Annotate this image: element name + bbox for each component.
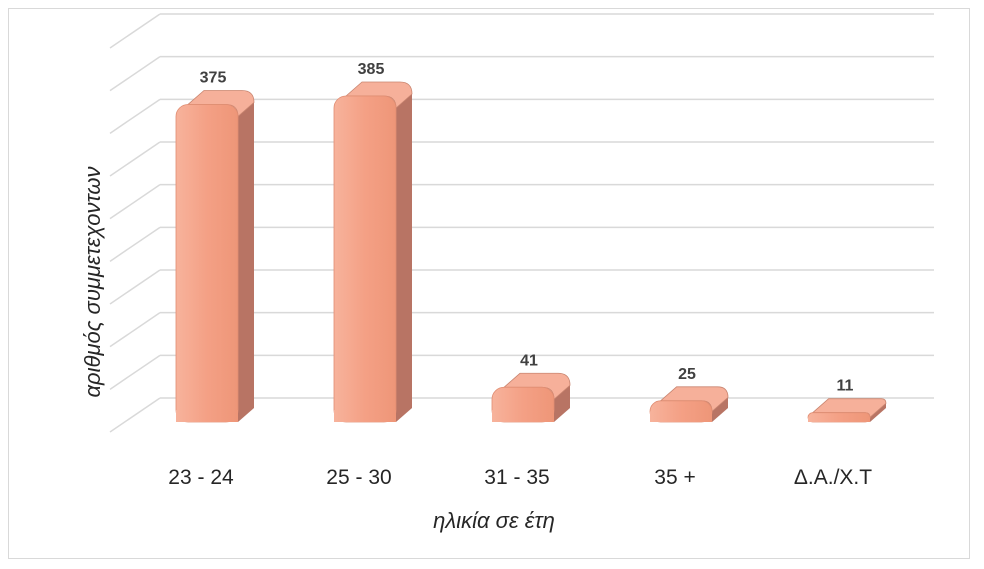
bar-front-base: [334, 410, 396, 422]
data-label: 25: [678, 366, 696, 383]
data-label: 385: [358, 61, 385, 78]
x-tick-labels: 23 - 24 25 - 30 31 - 35 35 + Δ.Α./Χ.Τ: [168, 466, 872, 489]
gridline-diagonal: [109, 184, 161, 220]
x-tick-label: Δ.Α./Χ.Τ: [794, 466, 872, 489]
x-tick-label: 35 +: [654, 466, 695, 489]
y-axis-title: αριθμός συμμετεχοντων: [80, 166, 105, 397]
bar-side: [396, 94, 412, 422]
bar-side: [870, 403, 886, 422]
bar: [333, 81, 413, 423]
bar-side: [712, 397, 728, 422]
gridline-diagonal: [109, 226, 161, 262]
bar: [175, 90, 255, 423]
x-tick-label: 31 - 35: [484, 466, 549, 489]
gridline-diagonal: [109, 397, 161, 433]
gridline-diagonal: [109, 98, 161, 134]
bar-front-base: [808, 417, 870, 422]
bars: [175, 81, 887, 423]
gridline-diagonal: [109, 312, 161, 348]
bar-front-base: [492, 410, 554, 422]
bar: [491, 372, 571, 423]
data-label: 375: [200, 69, 227, 86]
x-tick-label: 23 - 24: [168, 466, 234, 489]
gridline-diagonal: [109, 269, 161, 305]
bar-side: [554, 385, 570, 422]
bar: [807, 398, 887, 423]
bar-front: [175, 104, 239, 423]
data-labels: 375 385 41 25 11: [200, 61, 854, 395]
bar-front-base: [176, 410, 238, 422]
gridline-diagonal: [109, 354, 161, 390]
data-label: 11: [837, 378, 854, 395]
bar-front: [333, 95, 397, 423]
x-tick-label: 25 - 30: [326, 466, 391, 489]
gridline-diagonal: [109, 56, 161, 92]
gridline-diagonal: [109, 13, 161, 49]
gridline-diagonal: [109, 141, 161, 177]
bar-side: [238, 102, 254, 422]
bar-front-base: [650, 411, 712, 422]
x-axis-title: ηλικία σε έτη: [433, 508, 555, 533]
bar: [649, 386, 729, 423]
data-label: 41: [520, 352, 538, 369]
gridlines: [109, 13, 934, 433]
